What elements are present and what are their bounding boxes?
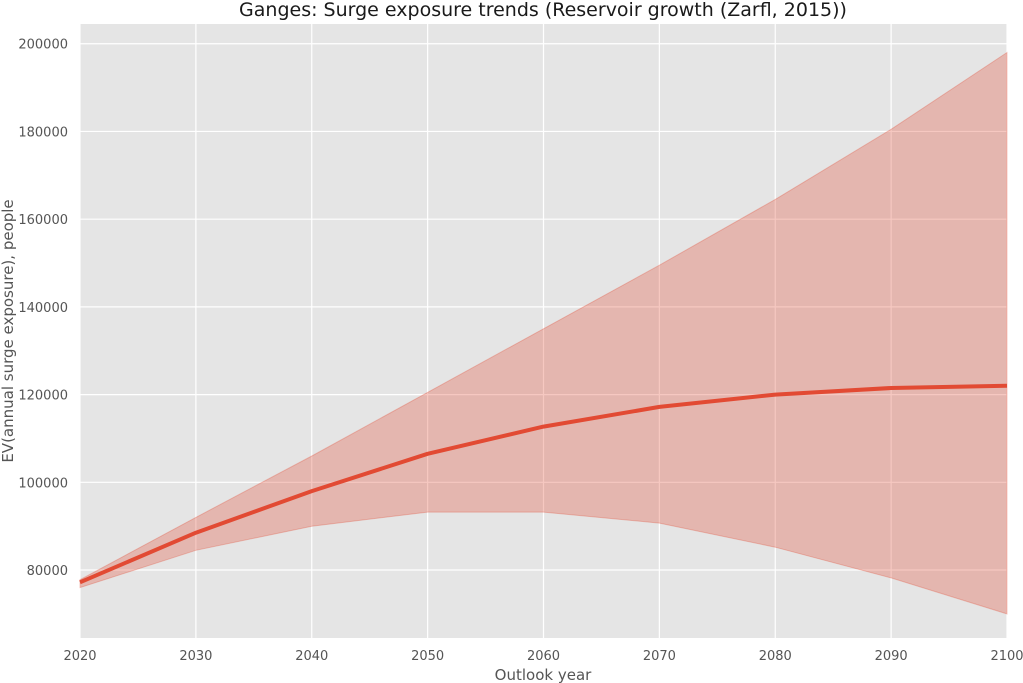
x-axis-label: Outlook year bbox=[495, 666, 592, 683]
y-tick-label: 200000 bbox=[18, 38, 68, 53]
x-tick-label: 2100 bbox=[990, 649, 1023, 664]
x-tick-label: 2090 bbox=[875, 649, 908, 664]
x-tick-label: 2020 bbox=[63, 649, 96, 664]
grid-lines bbox=[79, 24, 1008, 638]
x-tick-label: 2040 bbox=[295, 649, 328, 664]
y-tick-labels: 80000 100000 120000 140000 160000 180000 20000… bbox=[18, 38, 68, 579]
x-tick-label: 2080 bbox=[759, 649, 792, 664]
y-tick-label: 100000 bbox=[18, 476, 68, 491]
x-tick-labels: 2020 2030 2040 2050 2060 2070 2080 2090 2100 bbox=[63, 649, 1023, 664]
uncertainty-band bbox=[79, 51, 1008, 615]
y-tick-label: 180000 bbox=[18, 125, 68, 140]
chart-title: Ganges: Surge exposure trends (Reservoir… bbox=[239, 0, 847, 21]
x-tick-label: 2060 bbox=[527, 649, 560, 664]
y-tick-label: 120000 bbox=[18, 389, 68, 404]
y-tick-label: 80000 bbox=[27, 564, 68, 579]
y-tick-label: 140000 bbox=[18, 301, 68, 316]
x-tick-label: 2030 bbox=[179, 649, 212, 664]
y-tick-label: 160000 bbox=[18, 213, 68, 228]
y-axis-label: EV(annual surge exposure), people bbox=[0, 199, 17, 462]
x-tick-label: 2050 bbox=[411, 649, 444, 664]
x-tick-label: 2070 bbox=[643, 649, 676, 664]
mean-line bbox=[79, 383, 1008, 585]
